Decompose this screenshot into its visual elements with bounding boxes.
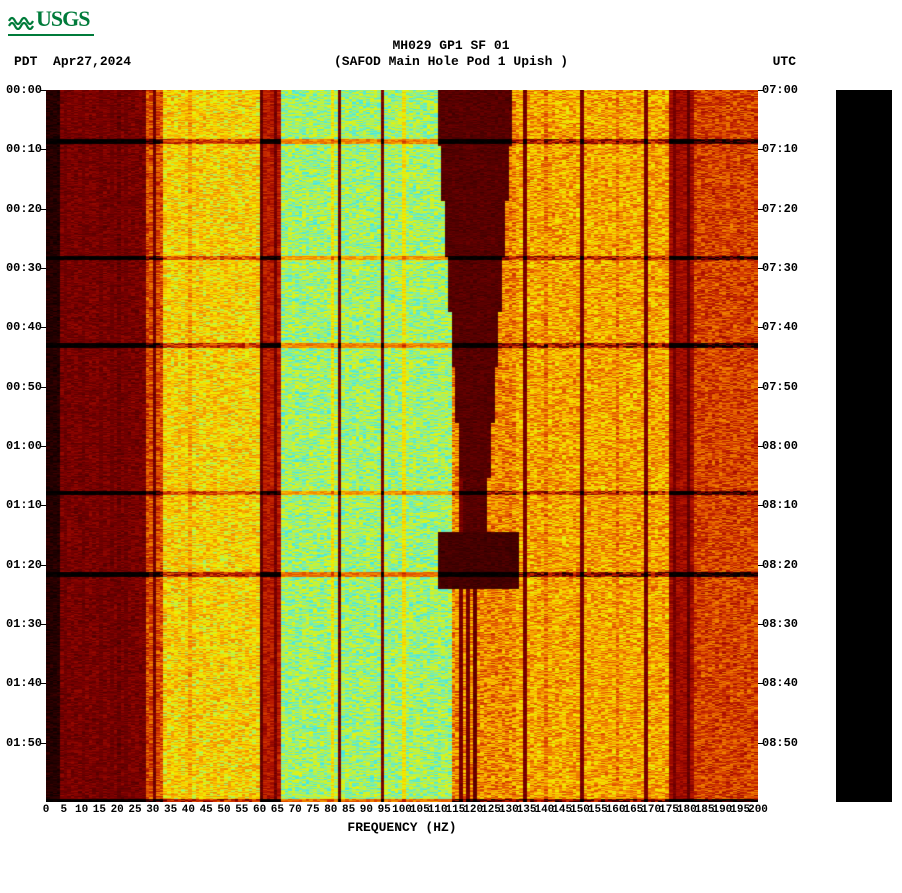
y-right-tick: 08:50 bbox=[762, 736, 798, 750]
usgs-wave-icon bbox=[8, 12, 34, 30]
y-left-tick: 01:10 bbox=[6, 498, 42, 512]
y-right-tick: 07:50 bbox=[762, 380, 798, 394]
y-left-tick: 01:20 bbox=[6, 558, 42, 572]
x-tick: 40 bbox=[182, 804, 195, 816]
chart-title: MH029 GP1 SF 01 bbox=[0, 38, 902, 54]
y-axis-right: 07:0007:1007:2007:3007:4007:5008:0008:10… bbox=[760, 90, 810, 802]
y-axis-left: 00:0000:1000:2000:3000:4000:5001:0001:10… bbox=[0, 90, 44, 802]
x-tick: 85 bbox=[342, 804, 355, 816]
timezone-left: PDT Apr27,2024 bbox=[14, 54, 131, 69]
usgs-logo: USGS bbox=[8, 6, 94, 36]
x-tick: 90 bbox=[360, 804, 373, 816]
spectrogram-plot bbox=[46, 90, 758, 802]
chart-subtitle: (SAFOD Main Hole Pod 1 Upish ) bbox=[0, 54, 902, 70]
x-tick: 55 bbox=[235, 804, 248, 816]
colorbar bbox=[836, 90, 892, 802]
x-tick: 95 bbox=[378, 804, 391, 816]
timezone-right: UTC bbox=[773, 54, 796, 69]
y-left-tick: 00:30 bbox=[6, 261, 42, 275]
x-tick: 60 bbox=[253, 804, 266, 816]
y-left-tick: 00:40 bbox=[6, 320, 42, 334]
x-axis-label: FREQUENCY (HZ) bbox=[46, 820, 758, 835]
y-right-tick: 08:30 bbox=[762, 617, 798, 631]
spectrogram-canvas bbox=[46, 90, 758, 802]
x-tick: 10 bbox=[75, 804, 88, 816]
x-tick: 30 bbox=[146, 804, 159, 816]
x-tick: 80 bbox=[324, 804, 337, 816]
y-right-tick: 07:10 bbox=[762, 142, 798, 156]
x-tick: 200 bbox=[748, 804, 768, 816]
y-left-tick: 00:50 bbox=[6, 380, 42, 394]
x-tick: 75 bbox=[306, 804, 319, 816]
y-right-tick: 07:40 bbox=[762, 320, 798, 334]
x-tick: 70 bbox=[289, 804, 302, 816]
x-tick: 20 bbox=[111, 804, 124, 816]
y-left-tick: 01:30 bbox=[6, 617, 42, 631]
x-tick: 50 bbox=[217, 804, 230, 816]
y-left-tick: 01:50 bbox=[6, 736, 42, 750]
y-left-tick: 00:10 bbox=[6, 142, 42, 156]
x-tick: 35 bbox=[164, 804, 177, 816]
y-right-tick: 08:20 bbox=[762, 558, 798, 572]
x-tick: 65 bbox=[271, 804, 284, 816]
x-tick: 25 bbox=[128, 804, 141, 816]
y-right-tick: 08:10 bbox=[762, 498, 798, 512]
chart-header: MH029 GP1 SF 01 (SAFOD Main Hole Pod 1 U… bbox=[0, 38, 902, 69]
y-right-tick: 07:30 bbox=[762, 261, 798, 275]
y-right-tick: 08:40 bbox=[762, 676, 798, 690]
x-tick: 45 bbox=[200, 804, 213, 816]
x-tick: 15 bbox=[93, 804, 106, 816]
y-right-tick: 08:00 bbox=[762, 439, 798, 453]
y-left-tick: 01:40 bbox=[6, 676, 42, 690]
usgs-logo-text: USGS bbox=[36, 6, 89, 31]
y-right-tick: 07:20 bbox=[762, 202, 798, 216]
y-right-tick: 07:00 bbox=[762, 83, 798, 97]
x-tick: 5 bbox=[60, 804, 67, 816]
y-left-tick: 01:00 bbox=[6, 439, 42, 453]
y-left-tick: 00:00 bbox=[6, 83, 42, 97]
x-tick: 0 bbox=[43, 804, 50, 816]
y-left-tick: 00:20 bbox=[6, 202, 42, 216]
